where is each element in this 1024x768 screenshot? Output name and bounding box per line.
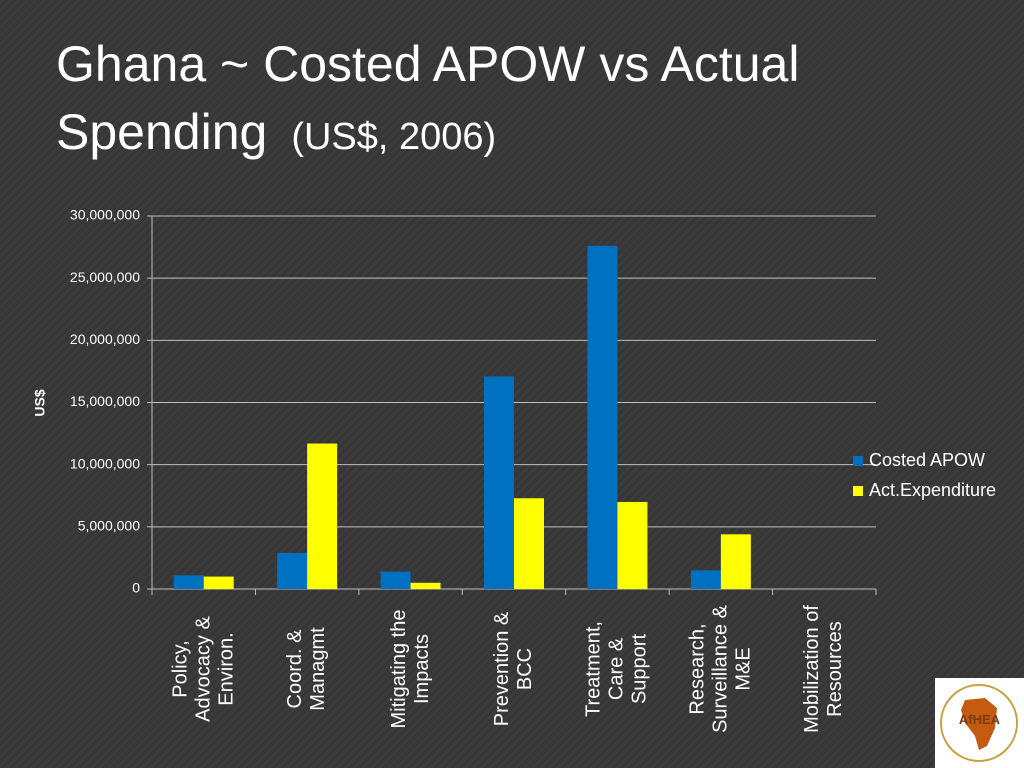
y-tick-label: 15,000,000	[70, 393, 140, 409]
x-tick-label: Treatment, Care & Support	[582, 621, 651, 717]
bar	[203, 576, 234, 589]
x-tick-label: Coord. & Managmt	[284, 627, 330, 711]
y-tick-label: 5,000,000	[78, 518, 140, 534]
bar	[277, 552, 308, 589]
y-tick-label: 10,000,000	[70, 455, 140, 471]
bar	[514, 498, 544, 589]
bar	[720, 534, 751, 589]
legend-swatch	[853, 486, 863, 496]
legend-label: Act.Expenditure	[869, 480, 996, 500]
bar	[380, 571, 411, 589]
logo-graphic	[940, 684, 1018, 762]
bar	[587, 245, 618, 589]
x-tick-label: Research, Surveillance & M&E	[686, 605, 755, 733]
x-tick-label: Mobilization of Resources	[801, 605, 847, 733]
logo-map	[961, 698, 997, 750]
x-tick-label: Prevention & BCC	[491, 611, 536, 727]
chart-subtitle: (US$, 2006)	[291, 116, 497, 158]
logo: AfHEA	[935, 678, 1024, 768]
x-tick-label: Mitigating the Impacts	[387, 609, 433, 729]
bar	[617, 501, 648, 589]
y-tick-label: 30,000,000	[70, 207, 140, 223]
y-tick-label: 20,000,000	[70, 331, 140, 347]
bar	[690, 570, 721, 589]
chart-title: Ghana ~ Costed APOW vs Actual Spending	[56, 36, 800, 160]
logo-ring	[940, 684, 1018, 762]
bar	[307, 443, 338, 589]
bar	[410, 582, 441, 589]
title-block: Ghana ~ Costed APOW vs Actual Spending (U…	[56, 30, 956, 171]
logo-text: AfHEA	[958, 712, 1001, 727]
bar	[173, 575, 204, 589]
legend-swatch	[853, 456, 863, 466]
y-tick-label: 0	[132, 580, 140, 596]
bar	[484, 376, 514, 589]
legend-label: Costed APOW	[869, 450, 985, 470]
y-axis-label: US$	[32, 389, 48, 416]
y-tick-label: 25,000,000	[70, 269, 140, 285]
x-tick-label: Policy, Advocacy & Environ.	[169, 616, 238, 722]
